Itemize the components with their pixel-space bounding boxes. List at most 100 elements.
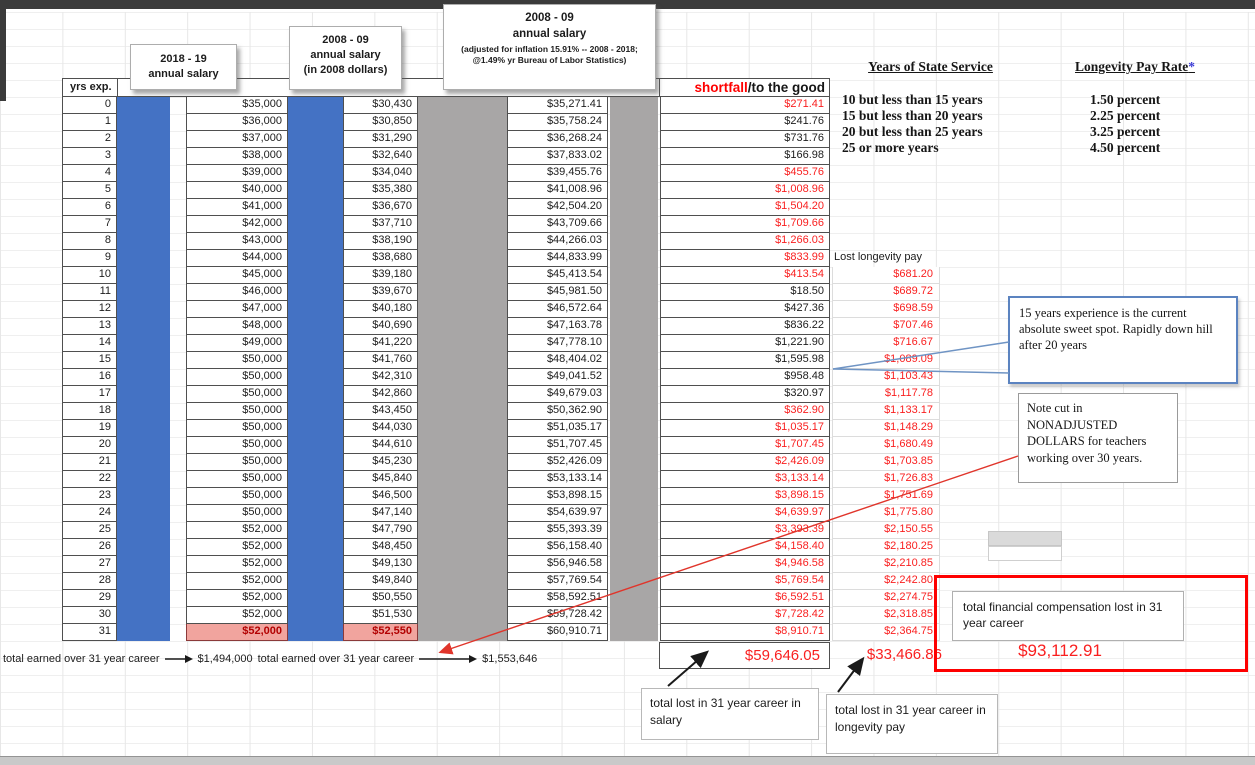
earned-adj-value[interactable]: $1,553,646 [482, 653, 538, 665]
cell-salary-adjusted[interactable]: $46,572.64 [507, 301, 608, 318]
cell-salary-adjusted[interactable]: $57,769.54 [507, 573, 608, 590]
cell-salary-2008[interactable]: $44,610 [343, 437, 418, 454]
lost-longevity-pay-label[interactable]: Lost longevity pay [834, 251, 923, 263]
cell-salary-2018[interactable]: $46,000 [186, 284, 288, 301]
cell-salary-adjusted[interactable]: $56,158.40 [507, 539, 608, 556]
cell-yrs-exp[interactable]: 30 [62, 607, 117, 624]
cell-salary-adjusted[interactable]: $53,133.14 [507, 471, 608, 488]
cell-salary-adjusted[interactable]: $51,707.45 [507, 437, 608, 454]
cell-shortfall[interactable]: $836.22 [660, 318, 830, 335]
cell-salary-2008[interactable]: $42,860 [343, 386, 418, 403]
cell-longevity[interactable]: $2,364.75 [832, 624, 940, 641]
cell-yrs-exp[interactable]: 16 [62, 369, 117, 386]
cell-salary-2018[interactable]: $50,000 [186, 386, 288, 403]
cell-salary-2008[interactable]: $42,310 [343, 369, 418, 386]
cell-salary-2018[interactable]: $50,000 [186, 505, 288, 522]
cell-salary-2018[interactable]: $39,000 [186, 165, 288, 182]
cell-salary-2008[interactable]: $40,180 [343, 301, 418, 318]
cell-yrs-exp[interactable]: 20 [62, 437, 117, 454]
cell-shortfall[interactable]: $3,898.15 [660, 488, 830, 505]
earned-2018-value[interactable]: $1,494,000 [197, 653, 253, 665]
cell-salary-2018[interactable]: $50,000 [186, 352, 288, 369]
cell-salary-adjusted[interactable]: $47,163.78 [507, 318, 608, 335]
cell-shortfall[interactable]: $455.76 [660, 165, 830, 182]
cell-shortfall[interactable]: $1,595.98 [660, 352, 830, 369]
cell-shortfall[interactable]: $362.90 [660, 403, 830, 420]
cell-salary-2008[interactable]: $47,790 [343, 522, 418, 539]
cell-shortfall[interactable]: $5,769.54 [660, 573, 830, 590]
cell-longevity[interactable] [832, 216, 940, 233]
cell-longevity[interactable]: $2,274.75 [832, 590, 940, 607]
cell-salary-adjusted[interactable]: $54,639.97 [507, 505, 608, 522]
cell-salary-2008[interactable]: $39,180 [343, 267, 418, 284]
cell-yrs-exp[interactable]: 19 [62, 420, 117, 437]
cell-yrs-exp[interactable]: 14 [62, 335, 117, 352]
cell-salary-adjusted[interactable]: $58,592.51 [507, 590, 608, 607]
cell-shortfall[interactable]: $1,707.45 [660, 437, 830, 454]
cell-yrs-exp[interactable]: 4 [62, 165, 117, 182]
cell-salary-2018[interactable]: $50,000 [186, 454, 288, 471]
cell-yrs-exp[interactable]: 0 [62, 97, 117, 114]
cell-salary-2018[interactable]: $52,000 [186, 539, 288, 556]
longevity-total-cell[interactable]: $33,466.86 [866, 646, 942, 663]
cell-salary-2008[interactable]: $45,230 [343, 454, 418, 471]
cell-yrs-exp[interactable]: 21 [62, 454, 117, 471]
cell-shortfall[interactable]: $1,266.03 [660, 233, 830, 250]
cell-longevity[interactable]: $2,210.85 [832, 556, 940, 573]
cell-longevity[interactable]: $1,103.43 [832, 369, 940, 386]
cell-salary-2018[interactable]: $37,000 [186, 131, 288, 148]
shortfall-total-cell[interactable]: $59,646.05 [659, 642, 830, 669]
cell-salary-2018[interactable]: $45,000 [186, 267, 288, 284]
cell-shortfall[interactable]: $6,592.51 [660, 590, 830, 607]
cell-salary-2008[interactable]: $32,640 [343, 148, 418, 165]
cell-yrs-exp[interactable]: 27 [62, 556, 117, 573]
cell-salary-2008[interactable]: $30,850 [343, 114, 418, 131]
cell-salary-2018[interactable]: $36,000 [186, 114, 288, 131]
cell-salary-2008[interactable]: $38,680 [343, 250, 418, 267]
cell-salary-adjusted[interactable]: $47,778.10 [507, 335, 608, 352]
cell-salary-2008[interactable]: $52,550 [343, 624, 418, 641]
cell-shortfall[interactable]: $166.98 [660, 148, 830, 165]
cell-salary-adjusted[interactable]: $35,271.41 [507, 97, 608, 114]
cell-yrs-exp[interactable]: 11 [62, 284, 117, 301]
cell-salary-2008[interactable]: $50,550 [343, 590, 418, 607]
cell-salary-2018[interactable]: $43,000 [186, 233, 288, 250]
cell-yrs-exp[interactable]: 2 [62, 131, 117, 148]
cell-shortfall[interactable]: $427.36 [660, 301, 830, 318]
cell-salary-2018[interactable]: $44,000 [186, 250, 288, 267]
cell-yrs-exp[interactable]: 26 [62, 539, 117, 556]
cell-salary-2018[interactable]: $50,000 [186, 369, 288, 386]
cell-salary-2018[interactable]: $52,000 [186, 522, 288, 539]
cell-longevity[interactable] [832, 199, 940, 216]
cell-salary-2018[interactable]: $52,000 [186, 590, 288, 607]
cell-shortfall[interactable]: $1,504.20 [660, 199, 830, 216]
cell-salary-adjusted[interactable]: $45,981.50 [507, 284, 608, 301]
cell-salary-adjusted[interactable]: $50,362.90 [507, 403, 608, 420]
cell-salary-2008[interactable]: $31,290 [343, 131, 418, 148]
cell-shortfall[interactable]: $18.50 [660, 284, 830, 301]
cell-yrs-exp[interactable]: 1 [62, 114, 117, 131]
cell-yrs-exp[interactable]: 9 [62, 250, 117, 267]
cell-shortfall[interactable]: $1,221.90 [660, 335, 830, 352]
shortfall-header[interactable]: shortfall/to the good [659, 78, 830, 97]
cell-salary-2008[interactable]: $44,030 [343, 420, 418, 437]
cell-longevity[interactable]: $2,180.25 [832, 539, 940, 556]
cell-shortfall[interactable]: $7,728.42 [660, 607, 830, 624]
cell-longevity[interactable] [832, 165, 940, 182]
cell-yrs-exp[interactable]: 13 [62, 318, 117, 335]
cell-salary-2018[interactable]: $42,000 [186, 216, 288, 233]
cell-salary-adjusted[interactable]: $35,758.24 [507, 114, 608, 131]
cell-yrs-exp[interactable]: 15 [62, 352, 117, 369]
cell-salary-adjusted[interactable]: $44,266.03 [507, 233, 608, 250]
cell-longevity[interactable]: $1,117.78 [832, 386, 940, 403]
cell-longevity[interactable]: $689.72 [832, 284, 940, 301]
cell-salary-adjusted[interactable]: $45,413.54 [507, 267, 608, 284]
cell-shortfall[interactable]: $320.97 [660, 386, 830, 403]
cell-salary-2018[interactable]: $50,000 [186, 471, 288, 488]
cell-longevity[interactable]: $716.67 [832, 335, 940, 352]
cell-shortfall[interactable]: $1,709.66 [660, 216, 830, 233]
cell-salary-adjusted[interactable]: $36,268.24 [507, 131, 608, 148]
cell-salary-2008[interactable]: $49,130 [343, 556, 418, 573]
yrs-exp-header[interactable]: yrs exp. [62, 78, 118, 97]
cell-longevity[interactable]: $681.20 [832, 267, 940, 284]
